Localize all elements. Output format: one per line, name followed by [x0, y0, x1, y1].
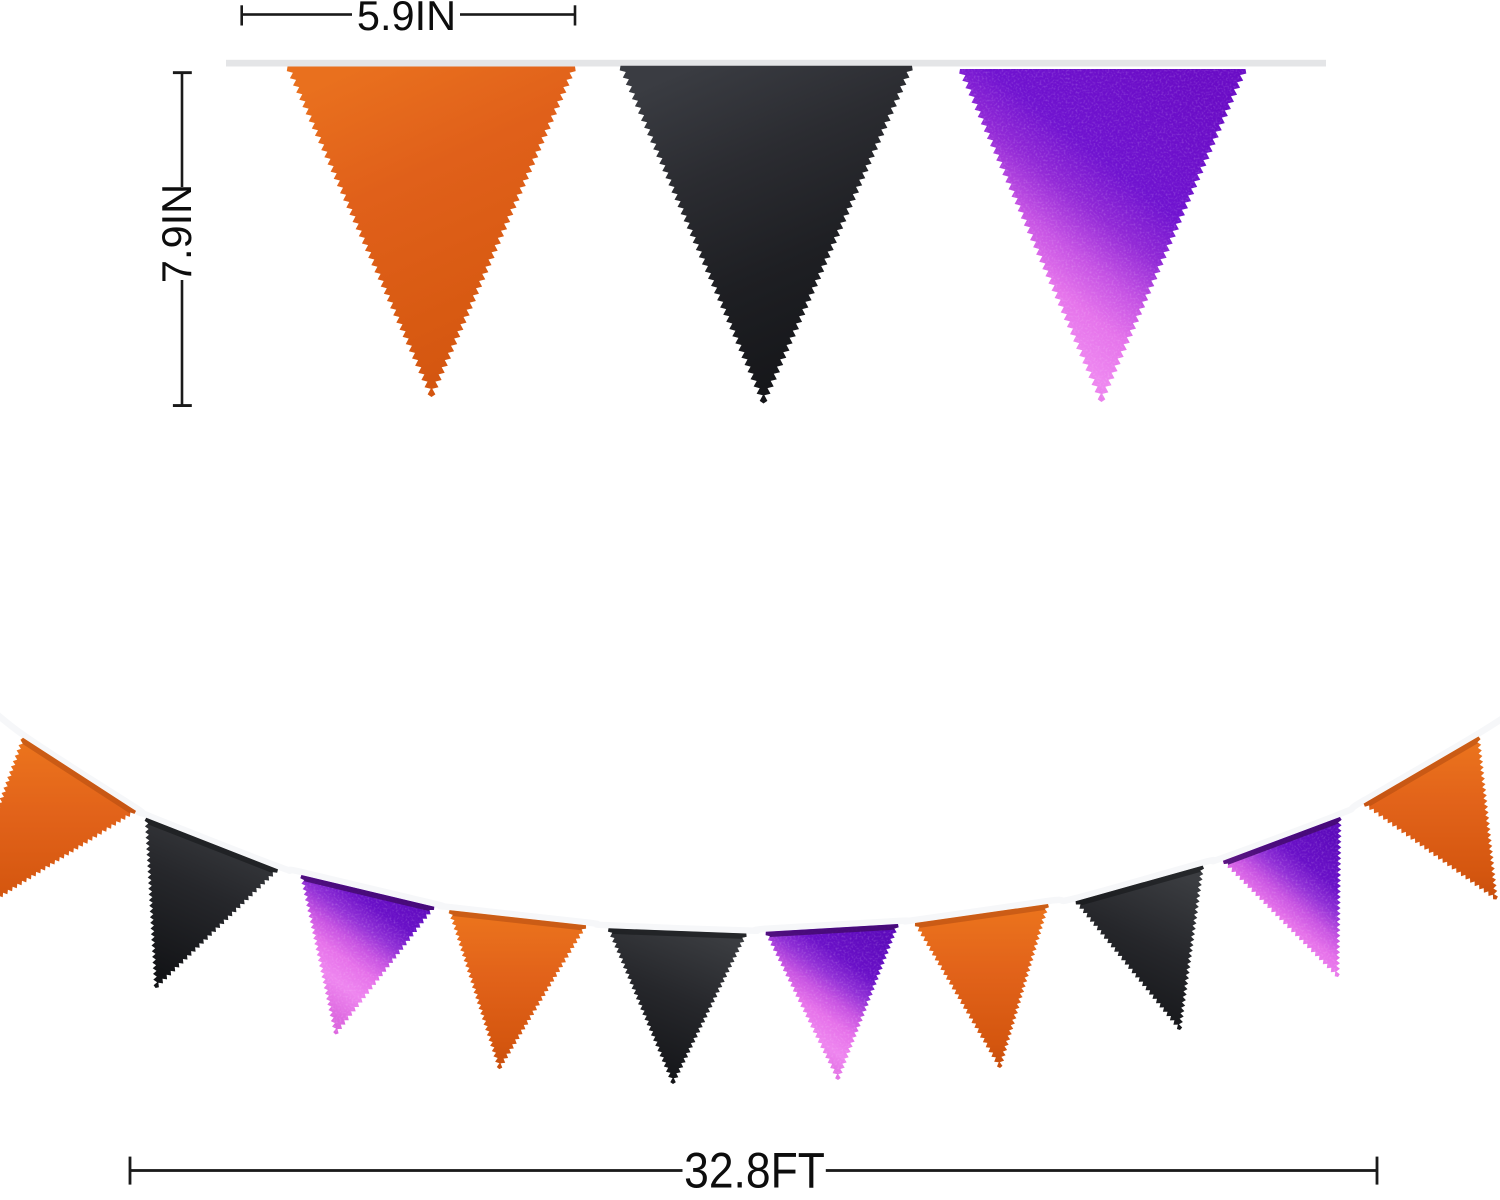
svg-text:7.9IN: 7.9IN: [153, 184, 200, 283]
svg-text:5.9IN: 5.9IN: [357, 0, 456, 39]
svg-text:32.8FT: 32.8FT: [684, 1143, 825, 1195]
